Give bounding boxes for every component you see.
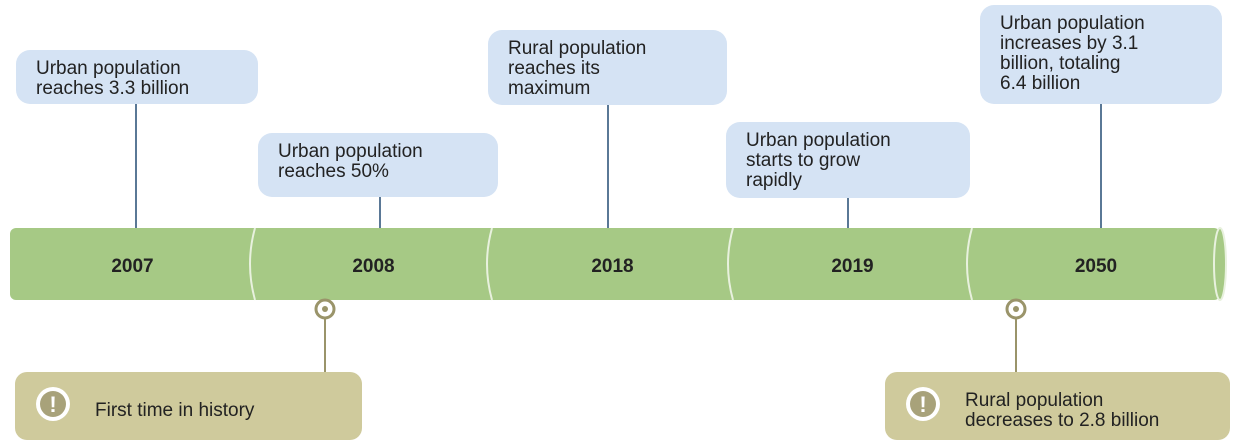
callout-text: 6.4 billion — [1000, 73, 1080, 94]
note-marker-dot — [322, 306, 328, 312]
callout-text: reaches its — [508, 58, 600, 79]
callout-box — [980, 5, 1222, 104]
year-label: 2008 — [352, 256, 394, 277]
callout-text: Urban population — [746, 130, 891, 151]
note-text: decreases to 2.8 billion — [965, 410, 1159, 431]
callout-text: reaches 3.3 billion — [36, 78, 189, 99]
callout-box — [258, 133, 498, 197]
callout-text: Urban population — [36, 58, 181, 79]
callout-text: reaches 50% — [278, 161, 389, 182]
segment-divider — [249, 227, 256, 301]
note-icon-mark: ! — [49, 392, 56, 417]
callout-text: maximum — [508, 78, 590, 99]
callout-box — [16, 50, 258, 104]
note-text: First time in history — [95, 400, 255, 421]
year-label: 2050 — [1075, 256, 1117, 277]
year-label: 2019 — [831, 256, 873, 277]
year-label: 2018 — [591, 256, 633, 277]
note-text: Rural population — [965, 390, 1103, 411]
callout-text: Rural population — [508, 38, 646, 59]
year-label: 2007 — [111, 256, 153, 277]
callout-text: starts to grow — [746, 150, 860, 171]
callout-box — [726, 122, 970, 198]
note-marker-dot — [1013, 306, 1019, 312]
segment-divider — [966, 227, 973, 301]
callout-text: Urban population — [278, 141, 423, 162]
callout-text: rapidly — [746, 170, 802, 191]
note-box — [885, 372, 1230, 440]
callout-text: Urban population — [1000, 13, 1145, 34]
timeline-bar — [10, 228, 1220, 300]
callout-text: increases by 3.1 — [1000, 33, 1138, 54]
callout-box — [488, 30, 727, 105]
note-box — [15, 372, 362, 440]
note-icon — [40, 391, 66, 417]
segment-divider — [727, 227, 734, 301]
segment-divider — [486, 227, 493, 301]
callout-text: billion, totaling — [1000, 53, 1120, 74]
bar-end — [1213, 227, 1227, 301]
note-icon — [910, 391, 936, 417]
note-icon-mark: ! — [919, 392, 926, 417]
